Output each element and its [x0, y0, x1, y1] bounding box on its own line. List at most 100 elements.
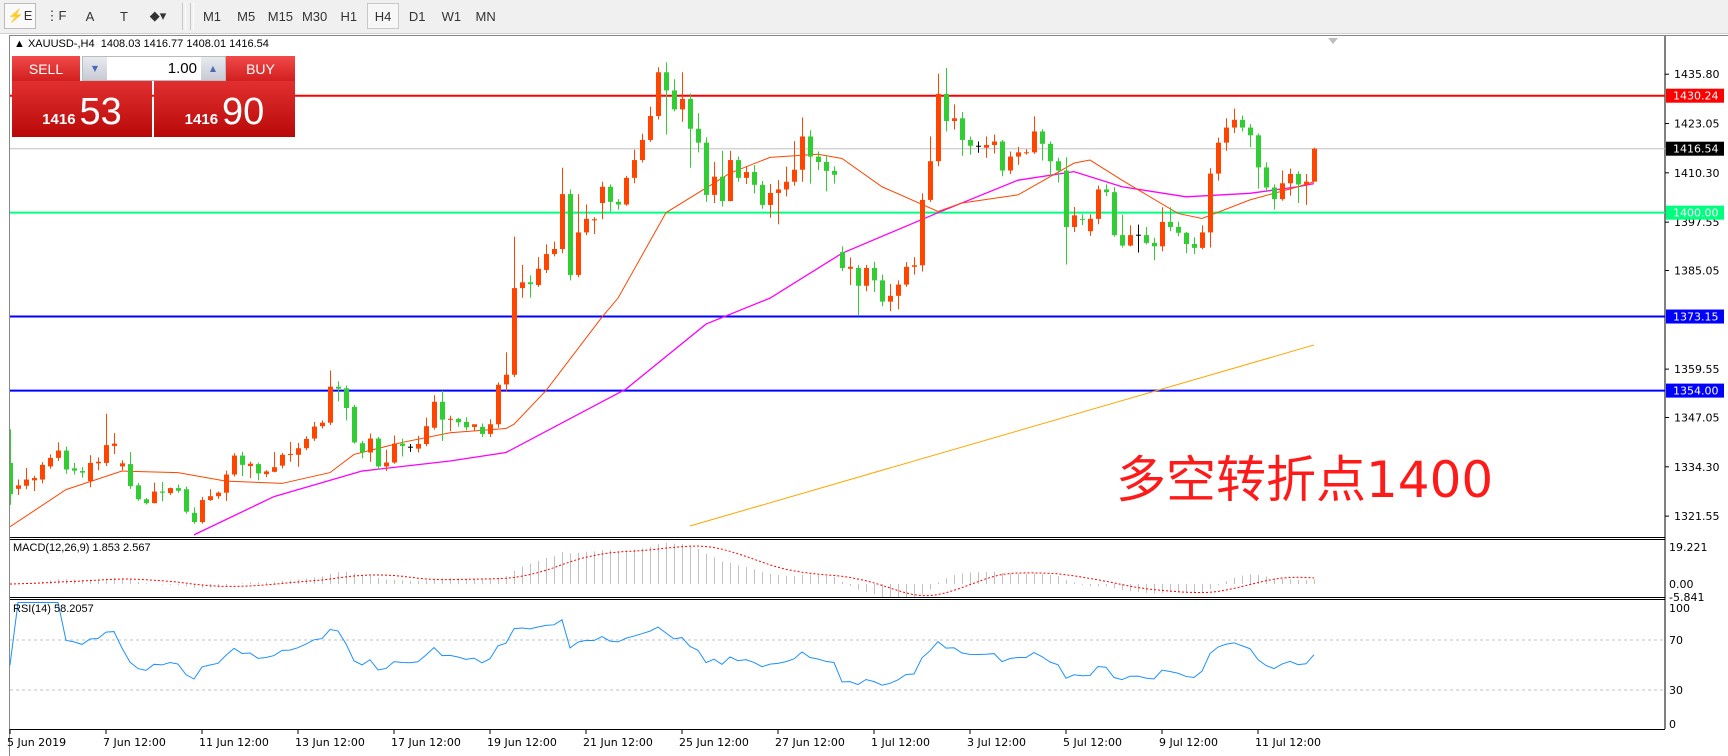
lot-increase-icon[interactable]: ▲: [201, 57, 225, 80]
candle-body[interactable]: [1104, 189, 1109, 193]
candle-body[interactable]: [1072, 215, 1077, 227]
chart-shift-marker-icon[interactable]: [1328, 38, 1338, 44]
candle-body[interactable]: [792, 169, 797, 182]
candle-body[interactable]: [304, 438, 309, 449]
candle-body[interactable]: [336, 386, 341, 389]
candle-body[interactable]: [1008, 156, 1013, 171]
sell-button[interactable]: SELL: [12, 56, 80, 82]
shapes-dropdown-icon[interactable]: ◆▾: [149, 8, 167, 23]
candle-body[interactable]: [208, 496, 213, 501]
candle-body[interactable]: [1088, 218, 1093, 232]
candle-body[interactable]: [400, 443, 405, 446]
candle-body[interactable]: [808, 136, 813, 157]
candle-body[interactable]: [1000, 141, 1005, 171]
expert-chart-icon[interactable]: ⚡E: [4, 3, 36, 29]
timeframe-m1-button[interactable]: M1: [202, 8, 222, 24]
collapse-triangle-icon[interactable]: ▲: [14, 38, 28, 50]
candle-body[interactable]: [264, 471, 269, 475]
candle-body[interactable]: [536, 268, 541, 285]
candle-body[interactable]: [952, 118, 957, 121]
candle-body[interactable]: [776, 189, 781, 193]
chart-annotation-text[interactable]: 多空转折点1400: [1116, 451, 1494, 509]
candle-body[interactable]: [976, 145, 981, 147]
candle-body[interactable]: [1152, 242, 1157, 247]
candle-body[interactable]: [464, 421, 469, 428]
candle-body[interactable]: [816, 156, 821, 162]
timeframe-d1-button[interactable]: D1: [408, 8, 426, 24]
candle-body[interactable]: [696, 128, 701, 143]
candle-body[interactable]: [1032, 131, 1037, 153]
candle-body[interactable]: [728, 160, 733, 202]
candle-body[interactable]: [200, 500, 205, 523]
candle-body[interactable]: [312, 426, 317, 439]
candle-body[interactable]: [168, 488, 173, 494]
candle-body[interactable]: [1136, 234, 1141, 236]
candle-body[interactable]: [496, 384, 501, 425]
candle-body[interactable]: [176, 488, 181, 491]
candle-body[interactable]: [272, 467, 277, 472]
text-label-icon[interactable]: T: [120, 8, 128, 24]
candle-body[interactable]: [584, 218, 589, 233]
candle-body[interactable]: [136, 485, 141, 500]
candle-body[interactable]: [912, 265, 917, 267]
candle-body[interactable]: [640, 139, 645, 161]
candle-body[interactable]: [1128, 235, 1133, 246]
candle-body[interactable]: [608, 186, 613, 202]
candle-body[interactable]: [440, 401, 445, 420]
candle-body[interactable]: [520, 282, 525, 289]
candle-body[interactable]: [1056, 161, 1061, 171]
candle-body[interactable]: [24, 479, 29, 486]
candle-body[interactable]: [248, 463, 253, 467]
candle-body[interactable]: [528, 282, 533, 285]
candle-body[interactable]: [672, 90, 677, 110]
candle-body[interactable]: [872, 267, 877, 281]
candle-body[interactable]: [376, 438, 381, 467]
candle-body[interactable]: [928, 161, 933, 200]
candle-body[interactable]: [1192, 243, 1197, 248]
timeframe-h4-button[interactable]: H4: [367, 3, 399, 29]
lot-size-field[interactable]: ▼ 1.00 ▲: [82, 56, 226, 81]
candle-body[interactable]: [240, 455, 245, 465]
candle-body[interactable]: [568, 194, 573, 275]
candle-body[interactable]: [680, 98, 685, 110]
candle-body[interactable]: [576, 232, 581, 275]
candle-body[interactable]: [288, 454, 293, 456]
candle-body[interactable]: [112, 443, 117, 446]
candle-body[interactable]: [408, 446, 413, 448]
candle-body[interactable]: [1080, 218, 1085, 220]
candle-body[interactable]: [1160, 221, 1165, 247]
candle-body[interactable]: [800, 136, 805, 170]
candle-body[interactable]: [784, 181, 789, 190]
candle-body[interactable]: [352, 406, 357, 443]
candle-body[interactable]: [736, 160, 741, 178]
candle-body[interactable]: [1296, 173, 1301, 185]
candle-body[interactable]: [760, 184, 765, 205]
candle-body[interactable]: [128, 464, 133, 487]
candle-body[interactable]: [184, 489, 189, 512]
candle-body[interactable]: [904, 266, 909, 285]
candle-body[interactable]: [744, 172, 749, 178]
candle-body[interactable]: [1184, 232, 1189, 244]
candle-body[interactable]: [992, 141, 997, 145]
candle-body[interactable]: [1280, 183, 1285, 200]
candle-body[interactable]: [216, 492, 221, 497]
candle-body[interactable]: [664, 72, 669, 91]
candle-body[interactable]: [392, 443, 397, 463]
lot-size-value[interactable]: 1.00: [167, 60, 197, 77]
candle-body[interactable]: [144, 499, 149, 504]
candle-body[interactable]: [448, 418, 453, 420]
timeframe-m15-button[interactable]: M15: [267, 8, 294, 24]
candle-body[interactable]: [480, 426, 485, 434]
candle-body[interactable]: [504, 374, 509, 385]
candle-body[interactable]: [1272, 187, 1277, 200]
candle-body[interactable]: [944, 93, 949, 121]
candle-body[interactable]: [488, 424, 493, 434]
candle-body[interactable]: [624, 177, 629, 205]
candle-body[interactable]: [280, 454, 285, 466]
lot-decrease-icon[interactable]: ▼: [83, 57, 107, 80]
candle-body[interactable]: [1232, 119, 1237, 128]
candle-body[interactable]: [256, 464, 261, 474]
candle-body[interactable]: [592, 219, 597, 221]
candle-body[interactable]: [1144, 235, 1149, 243]
